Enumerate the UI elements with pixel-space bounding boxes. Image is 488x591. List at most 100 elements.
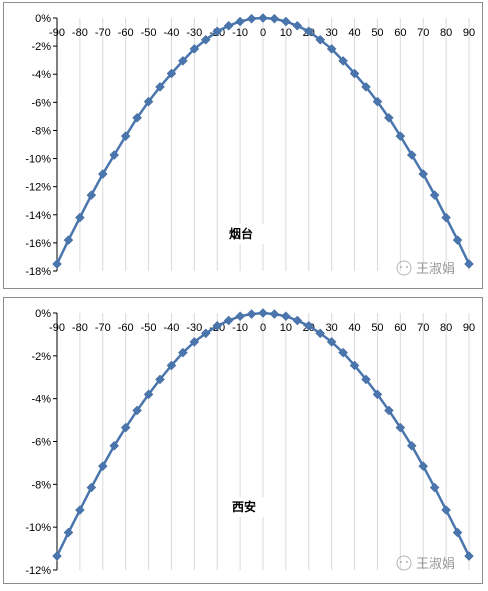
- data-point: [166, 360, 177, 371]
- chart-xian: -90-80-70-60-50-40-30-20-100102030405060…: [3, 297, 483, 584]
- data-point: [315, 34, 326, 45]
- x-tick-label: 50: [371, 322, 383, 334]
- data-point: [269, 13, 280, 24]
- x-tick-label: -40: [163, 322, 179, 334]
- data-point: [189, 337, 200, 347]
- data-point: [338, 347, 348, 358]
- data-point: [303, 26, 314, 37]
- data-point: [235, 16, 245, 27]
- data-point: [281, 311, 291, 322]
- data-point: [258, 13, 268, 23]
- data-point: [361, 374, 371, 385]
- data-point: [395, 422, 406, 433]
- title-background: [218, 224, 264, 244]
- plot-area: -90-80-70-60-50-40-30-20-100102030405060…: [25, 13, 475, 278]
- x-tick-label: -30: [186, 322, 202, 334]
- watermark: 王淑娟: [396, 555, 455, 572]
- y-tick-label: -4%: [31, 394, 51, 406]
- x-tick-label: 80: [440, 27, 452, 39]
- data-point: [75, 212, 85, 223]
- x-tick-label: 80: [440, 322, 452, 334]
- data-point: [441, 212, 451, 223]
- title-background: [221, 497, 267, 517]
- x-tick-label: -70: [95, 27, 111, 39]
- x-tick-label: 70: [417, 322, 429, 334]
- data-point: [429, 482, 440, 493]
- data-point: [212, 26, 223, 37]
- data-point: [120, 422, 131, 433]
- data-point: [223, 315, 234, 326]
- data-point: [429, 190, 440, 200]
- data-point: [200, 34, 211, 45]
- data-point: [361, 82, 371, 92]
- data-point: [246, 13, 257, 24]
- data-point: [109, 150, 120, 160]
- data-point: [418, 169, 429, 179]
- data-point: [406, 440, 417, 451]
- x-tick-label: 40: [348, 322, 360, 334]
- data-point: [109, 440, 120, 451]
- chart-yantai-svg: -90-80-70-60-50-40-30-20-100102030405060…: [25, 13, 475, 278]
- data-point: [464, 259, 474, 269]
- watermark-text: 王淑娟: [416, 262, 455, 277]
- wechat-icon-eye: [400, 561, 402, 563]
- data-point: [246, 309, 257, 319]
- data-point: [441, 505, 451, 515]
- data-point: [303, 320, 314, 331]
- data-point: [120, 131, 131, 141]
- y-tick-label: -18%: [25, 266, 51, 278]
- y-tick-label: -12%: [25, 565, 51, 577]
- watermark: 王淑娟: [396, 260, 455, 277]
- x-tick-label: 30: [326, 322, 338, 334]
- data-point: [384, 405, 394, 416]
- data-point: [452, 235, 463, 245]
- data-point: [143, 96, 154, 107]
- x-tick-label: 90: [463, 27, 475, 39]
- data-point: [269, 309, 280, 319]
- data-point: [349, 360, 360, 371]
- data-point: [349, 68, 360, 79]
- x-tick-label: -10: [232, 322, 248, 334]
- x-tick-label: 0: [260, 27, 266, 39]
- y-tick-label: -2%: [31, 41, 51, 53]
- data-point: [212, 320, 223, 331]
- x-tick-label: -80: [72, 322, 88, 334]
- y-tick-label: -4%: [31, 69, 51, 81]
- plot-area: -90-80-70-60-50-40-30-20-100102030405060…: [25, 308, 475, 577]
- x-tick-label: -10: [232, 27, 248, 39]
- data-point: [63, 527, 74, 538]
- x-tick-label: 10: [280, 27, 292, 39]
- data-point: [281, 16, 291, 27]
- data-point: [189, 44, 200, 54]
- data-point: [372, 389, 383, 400]
- data-point: [166, 68, 177, 79]
- data-point: [315, 328, 326, 339]
- data-point: [406, 150, 417, 160]
- watermark-text: 王淑娟: [416, 557, 455, 572]
- y-tick-label: 0%: [35, 308, 51, 320]
- data-point: [395, 131, 406, 141]
- data-point: [418, 461, 429, 471]
- data-point: [75, 505, 85, 515]
- x-tick-label: 60: [394, 322, 406, 334]
- data-point: [86, 190, 97, 200]
- y-tick-label: 0%: [35, 13, 51, 25]
- x-tick-label: -50: [141, 322, 157, 334]
- x-tick-label: 70: [417, 27, 429, 39]
- x-tick-label: 50: [371, 27, 383, 39]
- x-tick-label: -70: [95, 322, 111, 334]
- y-tick-label: -8%: [31, 125, 51, 137]
- data-point: [178, 347, 188, 358]
- wechat-icon: [396, 260, 412, 276]
- y-tick-label: -10%: [25, 522, 51, 534]
- wechat-icon-eye: [406, 266, 408, 268]
- x-tick-label: 90: [463, 322, 475, 334]
- data-point: [155, 374, 165, 385]
- y-tick-label: -16%: [25, 238, 51, 250]
- y-tick-label: -14%: [25, 210, 51, 222]
- x-tick-label: 40: [348, 27, 360, 39]
- x-tick-label: -30: [186, 27, 202, 39]
- data-point: [235, 311, 245, 322]
- x-tick-label: -80: [72, 27, 88, 39]
- data-point: [52, 259, 62, 269]
